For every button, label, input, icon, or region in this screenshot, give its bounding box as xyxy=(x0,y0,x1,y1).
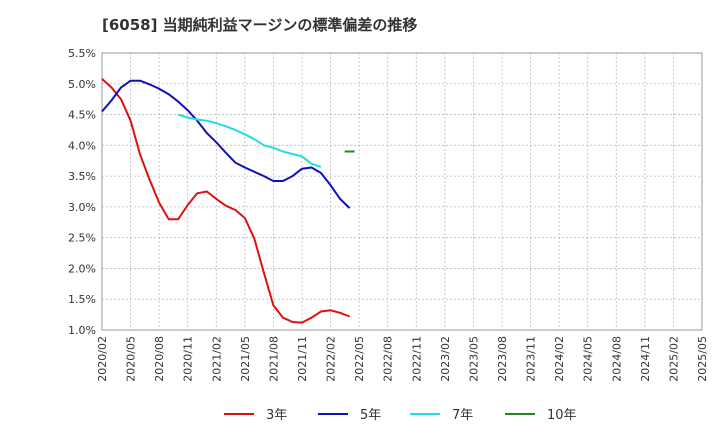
y-tick-label: 2.5% xyxy=(68,232,96,245)
x-tick-label: 2022/11 xyxy=(410,336,423,382)
x-tick-label: 2023/02 xyxy=(439,336,452,382)
legend-label: 5年 xyxy=(360,408,381,423)
y-tick-label: 1.5% xyxy=(68,293,96,306)
y-tick-label: 4.5% xyxy=(68,109,96,122)
x-tick-label: 2025/05 xyxy=(696,336,709,382)
series-line-1 xyxy=(101,79,351,209)
chart-title: [6058] 当期純利益マージンの標準偏差の推移 xyxy=(102,16,418,34)
x-tick-label: 2020/05 xyxy=(125,336,138,382)
x-tick-label: 2024/02 xyxy=(553,336,566,382)
legend-label: 10年 xyxy=(547,408,577,423)
x-tick-label: 2022/02 xyxy=(325,336,338,382)
x-tick-label: 2021/08 xyxy=(267,336,280,382)
x-tick-label: 2021/05 xyxy=(239,336,252,382)
series-line-2 xyxy=(177,113,322,168)
series-line-0 xyxy=(101,78,350,324)
y-tick-label: 1.0% xyxy=(68,324,96,337)
x-tick-label: 2020/02 xyxy=(96,336,109,382)
x-tick-label: 2020/08 xyxy=(153,336,166,382)
y-tick-label: 4.0% xyxy=(68,139,96,152)
x-tick-label: 2021/02 xyxy=(210,336,223,382)
x-tick-label: 2023/11 xyxy=(525,336,538,382)
x-tick-label: 2024/05 xyxy=(582,336,595,382)
x-tick-label: 2024/08 xyxy=(610,336,623,382)
x-tick-label: 2020/11 xyxy=(182,336,195,382)
legend-label: 3年 xyxy=(266,408,287,423)
x-tick-label: 2023/05 xyxy=(467,336,480,382)
x-tick-label: 2025/02 xyxy=(667,336,680,382)
plot-area xyxy=(101,52,703,331)
x-tick-label: 2022/08 xyxy=(382,336,395,382)
x-tick-label: 2023/08 xyxy=(496,336,509,382)
x-tick-label: 2022/05 xyxy=(353,336,366,382)
legend-label: 7年 xyxy=(452,408,473,423)
y-tick-label: 2.0% xyxy=(68,262,96,275)
x-tick-label: 2021/11 xyxy=(296,336,309,382)
y-tick-label: 5.0% xyxy=(68,78,96,91)
y-tick-label: 5.5% xyxy=(68,47,96,60)
y-tick-label: 3.0% xyxy=(68,201,96,214)
y-tick-label: 3.5% xyxy=(68,170,96,183)
x-tick-label: 2024/11 xyxy=(639,336,652,382)
